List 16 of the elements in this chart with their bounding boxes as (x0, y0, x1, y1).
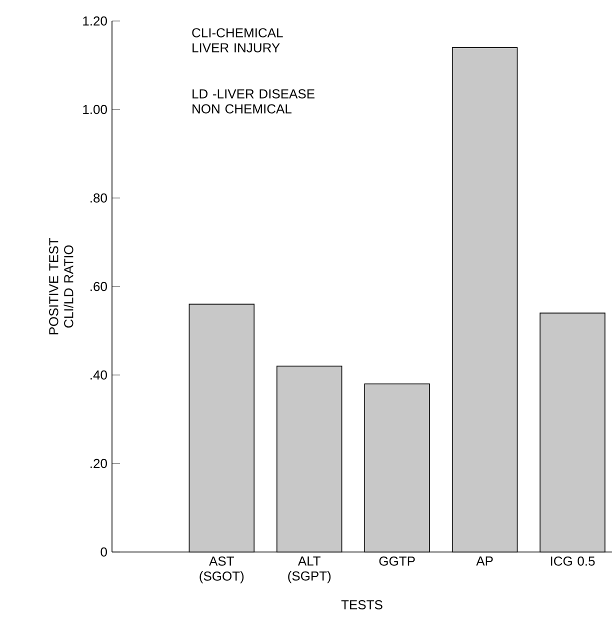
y-tick-label: 1.20 (83, 16, 107, 26)
y-tick-label: .20 (90, 458, 107, 468)
x-tick-label: AP (476, 556, 493, 566)
x-tick-label: GGTP (379, 556, 415, 566)
y-tick-label: .60 (90, 282, 107, 292)
annotation: CLI-CHEMICAL LIVER INJURY (192, 28, 283, 52)
y-tick-label: 0 (100, 547, 107, 557)
y-axis-title: POSITIVE TEST CLI/LD RATIO (49, 238, 74, 334)
annotation: LD -LIVER DISEASE NON CHEMICAL (192, 89, 314, 114)
y-tick-label: 1.00 (83, 104, 107, 114)
x-axis-title: TESTS (341, 600, 382, 610)
x-tick-label: ICG 0.5 (550, 556, 595, 566)
x-tick-label: AST (SGOT) (200, 556, 244, 584)
y-tick-label: .40 (90, 370, 107, 380)
y-tick-label: .80 (90, 193, 107, 203)
x-tick-label: ALT (SGPT) (288, 556, 331, 584)
